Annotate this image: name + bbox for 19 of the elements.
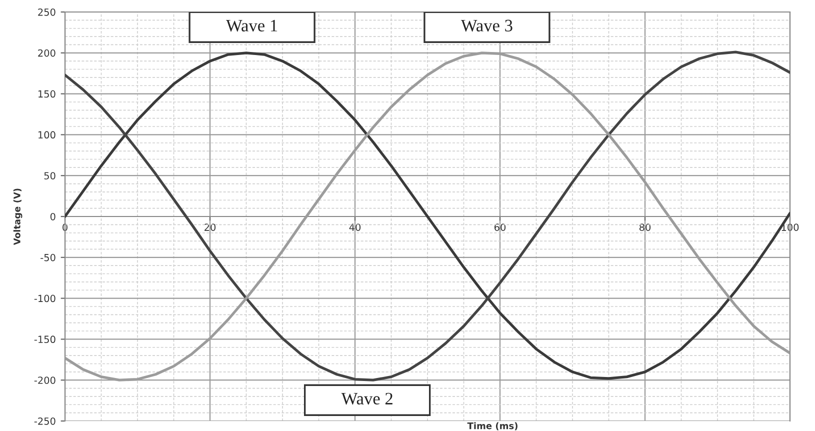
series-label: Wave 3 (460, 20, 512, 32)
y-tick-label: -200 (34, 376, 56, 384)
y-tick-label: -100 (34, 294, 56, 302)
series-label: Wave 1 (226, 20, 278, 32)
y-tick-label: 250 (38, 8, 56, 16)
y-tick-label: -150 (34, 336, 56, 344)
y-tick-label: -50 (40, 254, 56, 262)
y-tick-label: 100 (38, 131, 56, 139)
y-axis-title: Voltage (V) (13, 188, 22, 246)
x-tick-label: 80 (639, 224, 651, 231)
y-tick-label: -250 (34, 417, 56, 425)
series-label: Wave 2 (341, 392, 392, 405)
x-axis-title: Time (ms) (467, 422, 518, 430)
y-tick-label: 0 (50, 212, 56, 220)
y-tick-label: 200 (38, 49, 56, 57)
x-tick-label: 60 (494, 224, 506, 231)
y-tick-label: 150 (38, 90, 56, 98)
x-tick-label: 40 (349, 224, 361, 231)
y-tick-label: 50 (44, 172, 56, 180)
